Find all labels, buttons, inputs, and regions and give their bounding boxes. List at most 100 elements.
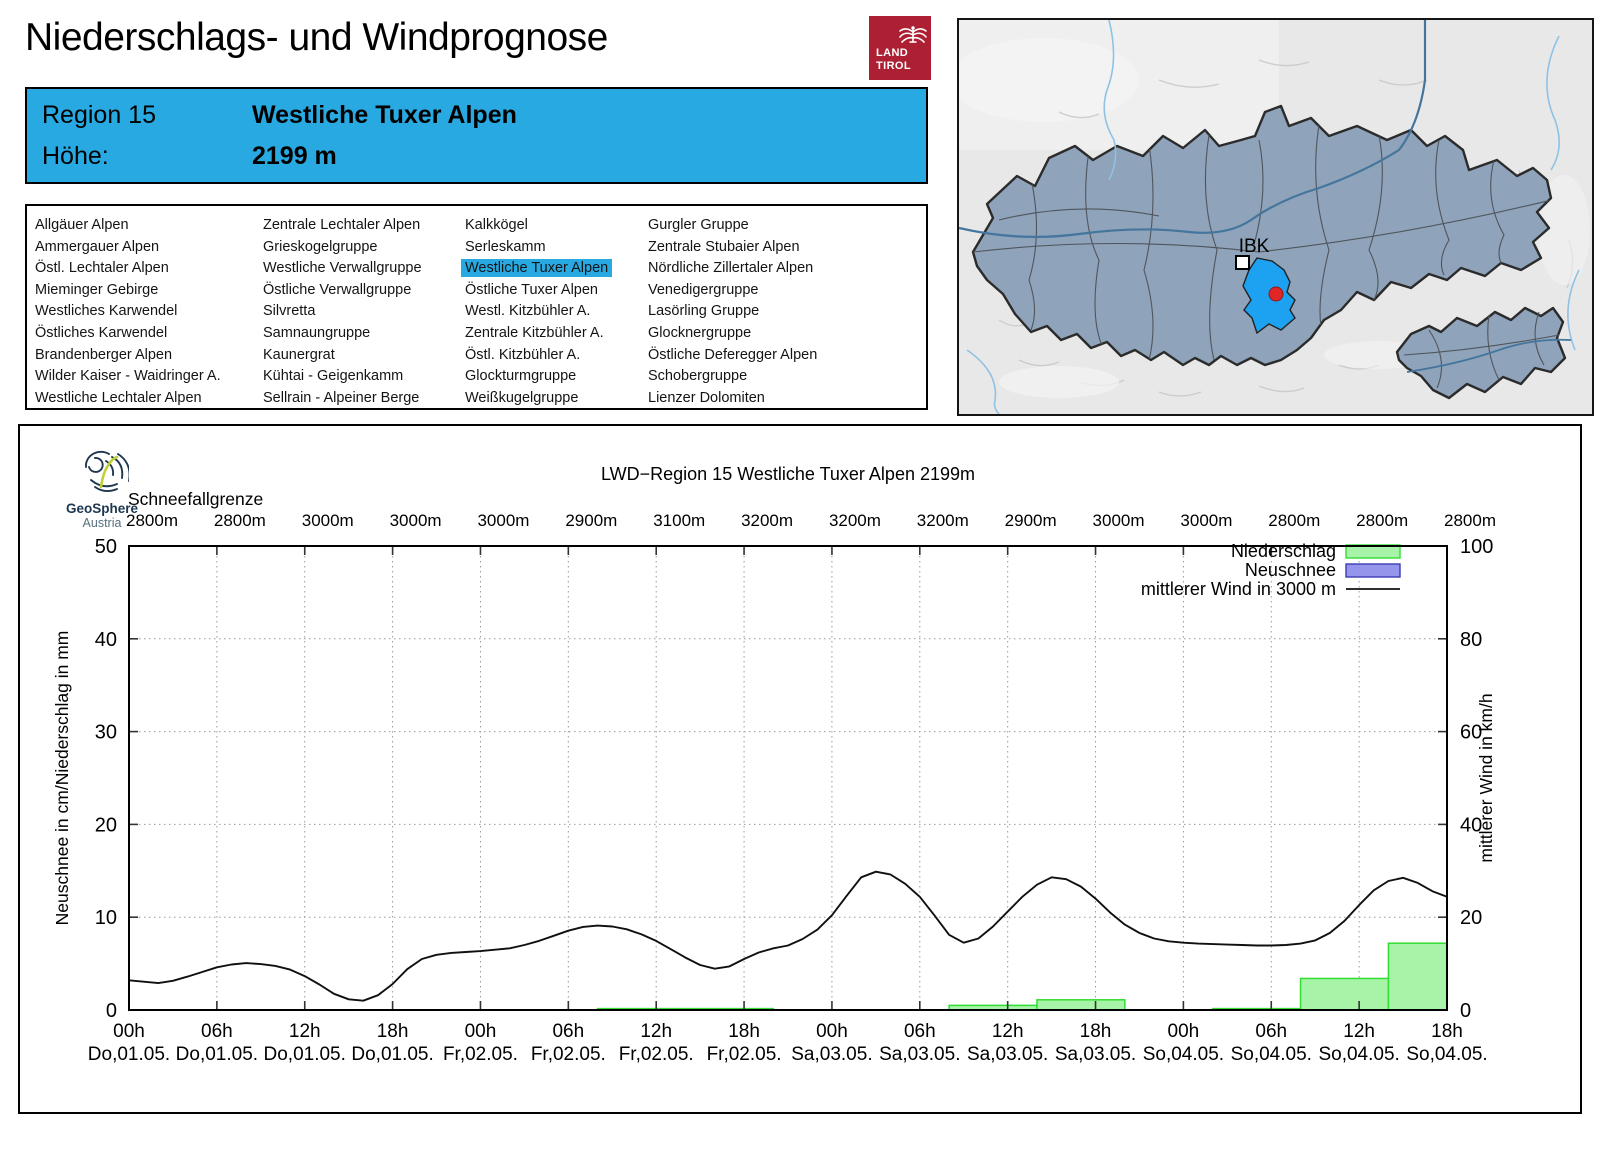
- region-list-item[interactable]: Brandenberger Alpen: [35, 346, 173, 363]
- x-tick-hour: 06h: [552, 1021, 584, 1042]
- y-tick-label-left: 20: [95, 814, 117, 836]
- region-list-item[interactable]: Kalkkögel: [465, 217, 528, 233]
- snowline-value: 2900m: [565, 511, 617, 530]
- map-inner-borders: [973, 124, 1551, 361]
- y-tick-label-right: 60: [1460, 722, 1482, 744]
- x-tick-date: Fr,02.05.: [443, 1044, 518, 1065]
- region-list-item[interactable]: Westliche Verwallgruppe: [263, 260, 422, 277]
- region-list-item[interactable]: Östliches Karwendel: [35, 324, 168, 341]
- x-tick-hour: 00h: [816, 1021, 848, 1042]
- x-tick-hour: 18h: [728, 1021, 760, 1042]
- x-tick-hour: 12h: [640, 1021, 672, 1042]
- region-list-item[interactable]: Weißkugelgruppe: [465, 389, 579, 406]
- region-list-item[interactable]: Westliches Karwendel: [35, 303, 178, 320]
- snowline-value: 3200m: [741, 511, 793, 530]
- left-axis-title: Neuschnee in cm/Niederschlag in mm: [52, 631, 72, 926]
- region-list-item[interactable]: Lienzer Dolomiten: [648, 389, 765, 406]
- x-tick-date: Fr,02.05.: [531, 1044, 606, 1065]
- geosphere-country: Austria: [82, 516, 122, 530]
- forecast-plot: 0102030405002040608010000hDo,01.05.06hDo…: [52, 464, 1496, 1065]
- x-tick-date: Sa,03.05.: [879, 1044, 960, 1065]
- legend-label: Neuschnee: [1245, 560, 1336, 580]
- y-tick-label-right: 80: [1460, 629, 1482, 651]
- region-list-item[interactable]: Silvretta: [263, 303, 316, 320]
- region-list-item[interactable]: Samnaungruppe: [263, 324, 371, 341]
- region-list-item[interactable]: Lasörling Gruppe: [648, 303, 760, 320]
- snowline-value: 3000m: [477, 511, 529, 530]
- region-list-item[interactable]: Östl. Lechtaler Alpen: [35, 260, 169, 277]
- region-list-item[interactable]: Allgäuer Alpen: [35, 217, 129, 233]
- region-list-column: Allgäuer Alpen Ammergauer Alpen Östl. Lech…: [35, 215, 221, 409]
- region-list-item[interactable]: Westliche Lechtaler Alpen: [35, 389, 202, 406]
- region-list-item[interactable]: Kaunergrat: [263, 346, 335, 363]
- chart-title: LWD−Region 15 Westliche Tuxer Alpen 2199…: [601, 464, 975, 484]
- region-list-item[interactable]: Östl. Kitzbühler A.: [465, 346, 581, 363]
- x-tick-date: Sa,03.05.: [967, 1044, 1048, 1065]
- region-list-item[interactable]: Mieminger Gebirge: [35, 281, 159, 298]
- x-tick-date: Do,01.05.: [351, 1044, 433, 1065]
- region-list-item[interactable]: Zentrale Stubaier Alpen: [648, 238, 800, 255]
- geosphere-name: GeoSphere: [65, 501, 139, 516]
- x-tick-hour: 06h: [1255, 1021, 1287, 1042]
- map-ibk-marker: [1235, 255, 1250, 270]
- x-tick-date: Sa,03.05.: [1055, 1044, 1136, 1065]
- x-tick-date: So,04.05.: [1143, 1044, 1224, 1065]
- y-tick-label-right: 0: [1460, 1000, 1471, 1022]
- region-list-column: Kalkkögel Serleskamm Westliche Tuxer Alpen…: [461, 215, 613, 409]
- map-station-dot: [1268, 286, 1284, 302]
- region-list-item[interactable]: Wilder Kaiser - Waidringer A.: [35, 368, 221, 385]
- snowline-value: 3000m: [302, 511, 354, 530]
- region-list-item[interactable]: Schobergruppe: [648, 368, 748, 385]
- y-tick-label-left: 40: [95, 629, 117, 651]
- snowline-value: 3200m: [917, 511, 969, 530]
- region-list-item[interactable]: Glockturmgruppe: [465, 368, 577, 385]
- region-list-item[interactable]: Westl. Kitzbühler A.: [465, 303, 591, 320]
- region-list-item[interactable]: Kühtai - Geigenkamm: [263, 368, 404, 385]
- snowline-value: 2800m: [1268, 511, 1320, 530]
- legend-label: Niederschlag: [1231, 541, 1336, 561]
- region-list-item[interactable]: Serleskamm: [465, 238, 546, 255]
- region-list-item[interactable]: Östliche Verwallgruppe: [263, 281, 412, 298]
- snowline-value: 3000m: [1093, 511, 1145, 530]
- x-tick-date: So,04.05.: [1406, 1044, 1487, 1065]
- region-list-column: Zentrale Lechtaler Alpen Grieskogelgruppe…: [263, 215, 422, 409]
- snowline-value: 3100m: [653, 511, 705, 530]
- precipitation-bar: [1387, 942, 1448, 1011]
- tirol-eagle-icon: [899, 26, 927, 43]
- map-rivers: [958, 19, 1580, 415]
- precipitation-bar: [1299, 977, 1390, 1011]
- map-graphic: IBK: [949, 19, 1592, 415]
- region-list-item[interactable]: Östliche Tuxer Alpen: [465, 281, 598, 298]
- region-list-item[interactable]: Sellrain - Alpeiner Berge: [263, 389, 420, 406]
- snowline-value: 2800m: [126, 511, 178, 530]
- region-list-item[interactable]: Östliche Deferegger Alpen: [648, 346, 818, 363]
- region-list-item[interactable]: Zentrale Kitzbühler A.: [465, 324, 604, 341]
- snowline-value: 3200m: [829, 511, 881, 530]
- region-list-item[interactable]: Glocknergruppe: [648, 324, 752, 341]
- region-list-item[interactable]: Zentrale Lechtaler Alpen: [263, 217, 421, 233]
- legend-label: mittlerer Wind in 3000 m: [1141, 579, 1336, 599]
- x-tick-hour: 18h: [1080, 1021, 1112, 1042]
- x-tick-hour: 00h: [465, 1021, 497, 1042]
- region-list-item[interactable]: Nördliche Zillertaler Alpen: [648, 260, 814, 277]
- x-tick-hour: 06h: [904, 1021, 936, 1042]
- page-title: Niederschlags- und Windprognose: [25, 16, 608, 59]
- snowline-value: 3000m: [1180, 511, 1232, 530]
- region-list-item[interactable]: Gurgler Gruppe: [648, 217, 749, 233]
- y-tick-label-left: 10: [95, 907, 117, 929]
- y-tick-label-right: 40: [1460, 814, 1482, 836]
- region-list-item[interactable]: Venedigergruppe: [648, 281, 759, 298]
- x-tick-hour: 12h: [992, 1021, 1024, 1042]
- x-tick-date: Fr,02.05.: [619, 1044, 694, 1065]
- region-list-item[interactable]: Westliche Tuxer Alpen: [461, 258, 613, 280]
- region-list-item[interactable]: Ammergauer Alpen: [35, 238, 160, 255]
- snowline-label: Schneefallgrenze: [128, 489, 263, 509]
- x-tick-date: Do,01.05.: [176, 1044, 258, 1065]
- chart-panel: GeoSphere Austria 0 10 20 30 40 50 0 20 40 60 80 10…: [18, 424, 1582, 1114]
- land-tirol-logo: LAND TIROL: [869, 16, 931, 80]
- wind-line: [128, 870, 1448, 1002]
- region-list-item[interactable]: Grieskogelgruppe: [263, 238, 378, 255]
- geosphere-icon: [85, 450, 131, 493]
- region-label: Region 15: [42, 101, 156, 129]
- x-tick-hour: 00h: [113, 1021, 145, 1042]
